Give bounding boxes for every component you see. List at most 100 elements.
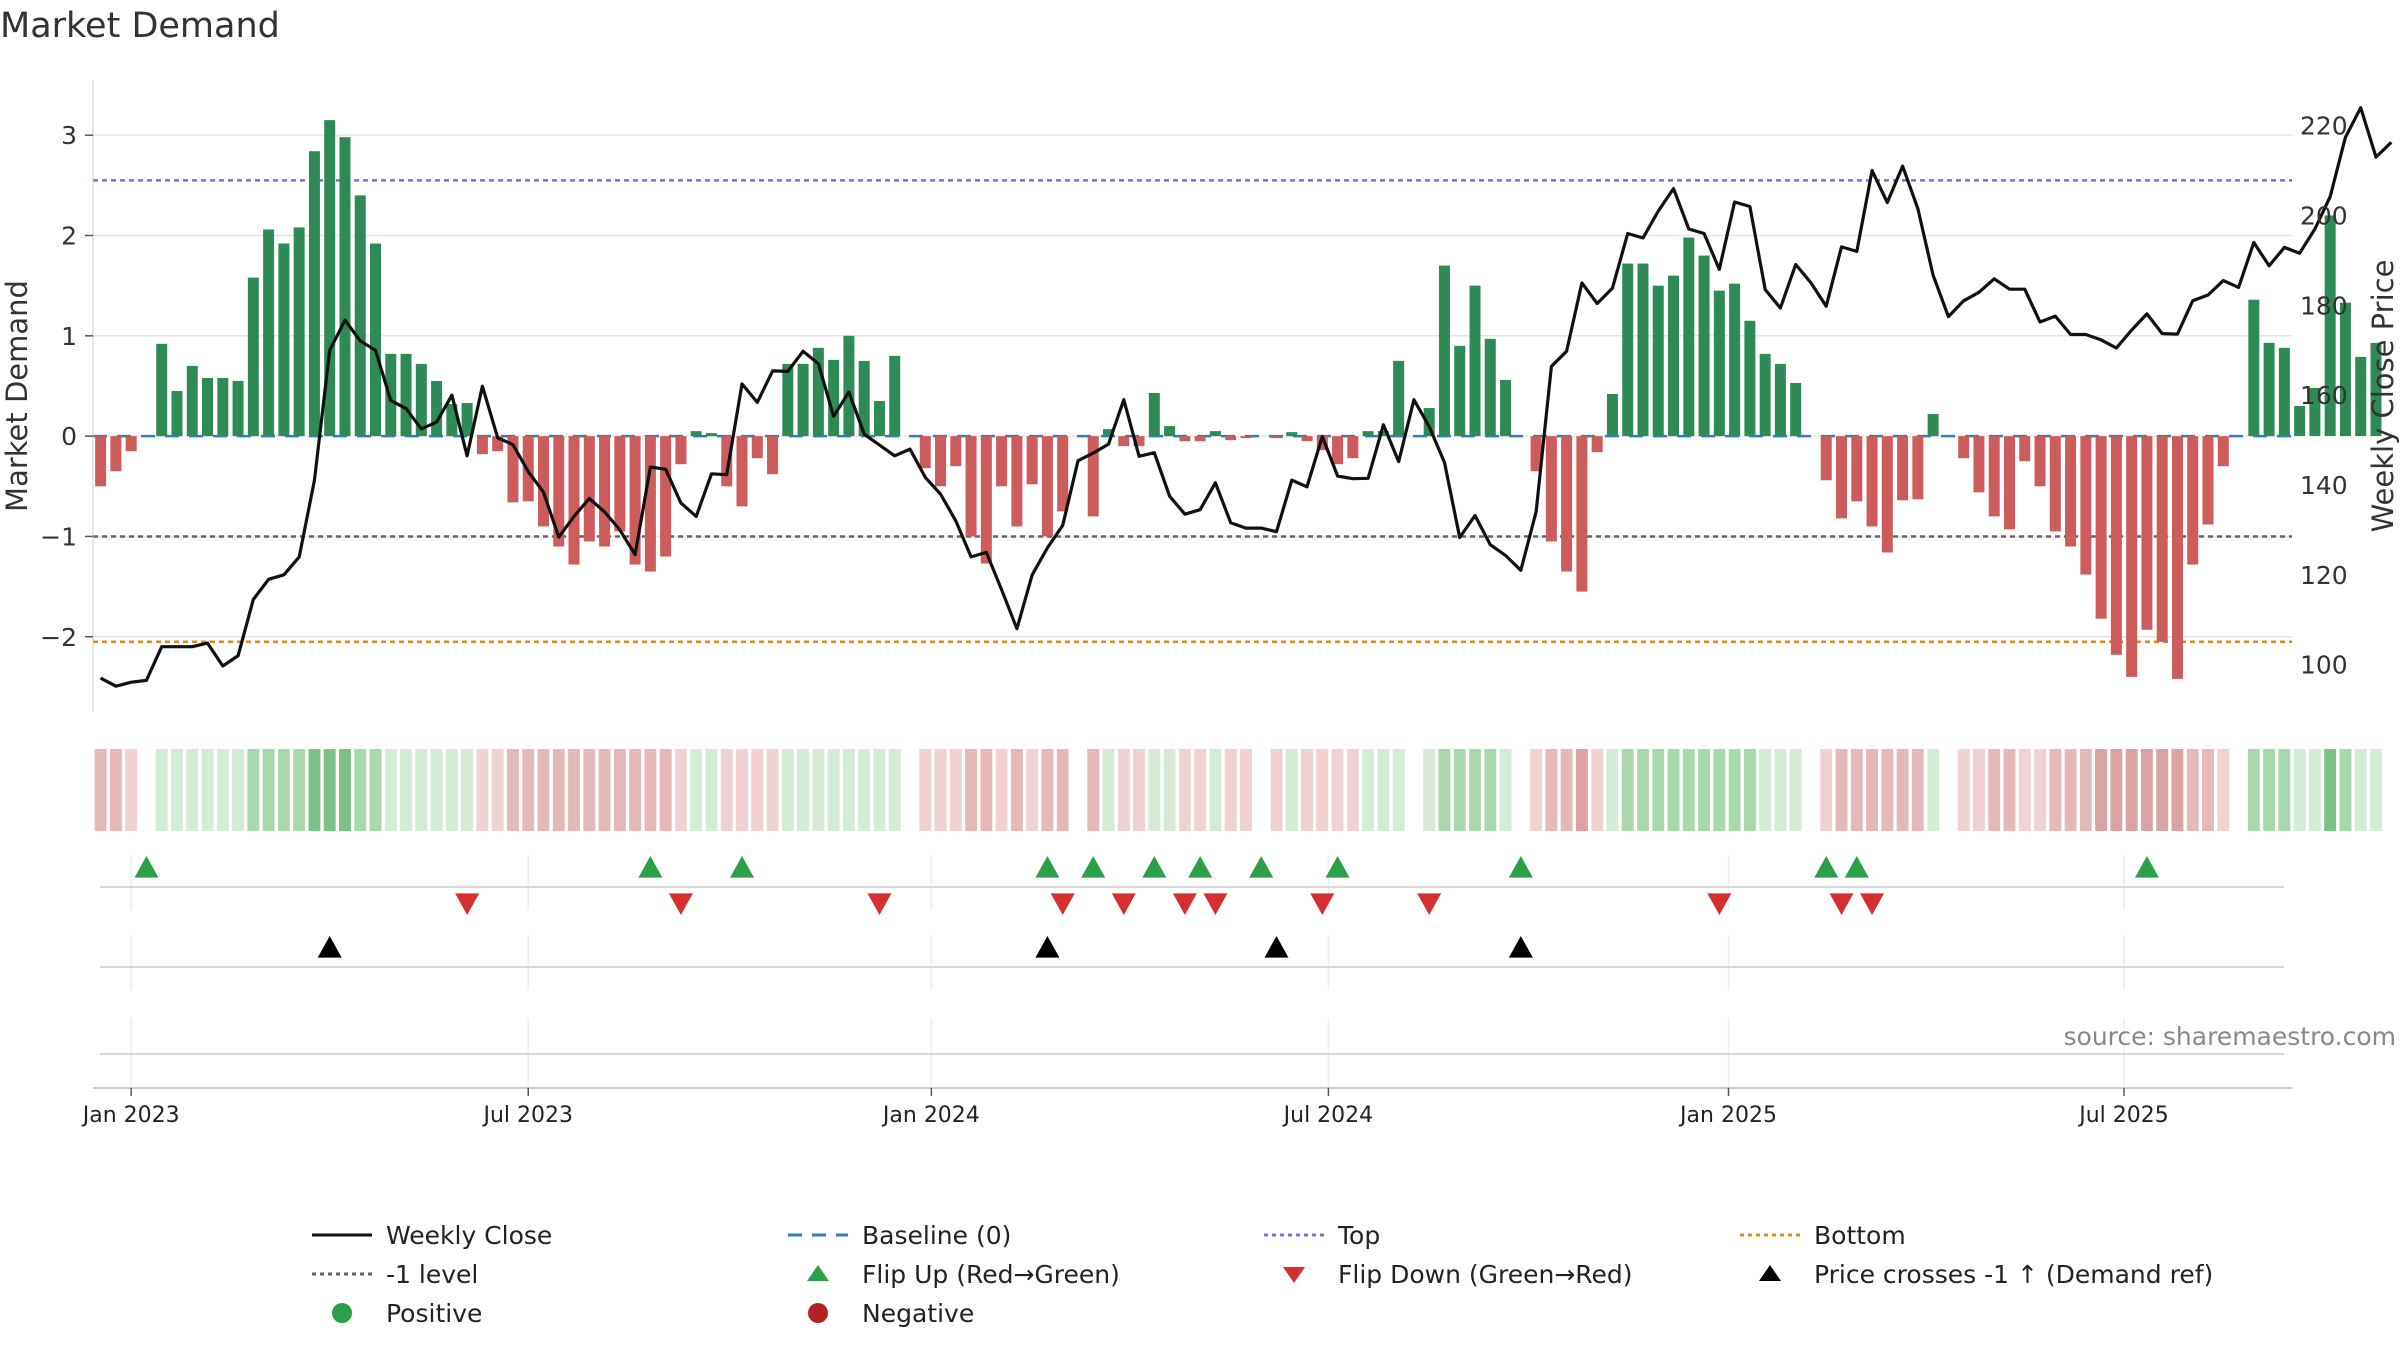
demand-bar xyxy=(217,377,229,437)
heat-cell xyxy=(476,749,489,831)
flip-down-marker xyxy=(1111,893,1136,915)
heat-cell xyxy=(1133,749,1146,831)
demand-bar xyxy=(843,335,855,437)
demand-bar xyxy=(1087,436,1099,517)
demand-bar xyxy=(599,436,611,547)
heat-cell xyxy=(736,749,748,831)
demand-bar xyxy=(568,436,580,565)
x-tick-label: Jan 2023 xyxy=(81,1103,180,1128)
demand-bar xyxy=(507,436,519,503)
heat-cell xyxy=(216,749,229,831)
heat-cell xyxy=(2095,749,2108,831)
heat-cell xyxy=(1866,749,1879,831)
heat-cell xyxy=(751,749,764,831)
demand-bar xyxy=(583,436,595,542)
demand-bar xyxy=(492,436,504,452)
heat-cell xyxy=(277,749,290,831)
heat-cell xyxy=(1087,749,1100,831)
heat-cell xyxy=(995,749,1008,831)
demand-bar xyxy=(263,229,275,437)
heat-cell xyxy=(1392,749,1405,831)
flip-up-marker xyxy=(1188,856,1213,878)
heat-cell xyxy=(980,749,993,831)
left-tick-label: 1 xyxy=(61,322,77,351)
demand-bar xyxy=(1209,431,1221,437)
demand-bar xyxy=(721,436,733,487)
flip-up-marker xyxy=(638,856,663,878)
demand-bar xyxy=(2003,436,2015,530)
demand-bar xyxy=(2095,436,2107,619)
demand-bar xyxy=(1179,436,1191,442)
heat-cell xyxy=(339,749,351,831)
heat-cell xyxy=(2324,749,2337,831)
demand-bar xyxy=(1881,436,1893,553)
demand-bar xyxy=(2263,342,2275,437)
heat-cell xyxy=(2171,749,2184,831)
price-cross-marker xyxy=(1264,936,1289,958)
heat-cell xyxy=(323,749,336,831)
demand-bar xyxy=(736,436,748,507)
heat-cell xyxy=(2293,749,2306,831)
demand-bar xyxy=(2309,387,2321,437)
heat-cell xyxy=(2247,749,2260,831)
heat-cell xyxy=(1927,749,1940,831)
x-tick-label: Jan 2025 xyxy=(1678,1103,1777,1128)
demand-bar xyxy=(431,380,443,437)
heat-cell xyxy=(1453,749,1466,831)
demand-bar xyxy=(1683,237,1695,437)
heat-cell xyxy=(125,749,138,831)
heat-cell xyxy=(2049,749,2062,831)
heat-cell xyxy=(1820,749,1833,831)
demand-bar xyxy=(370,243,382,437)
demand-bar xyxy=(675,436,687,465)
heat-cell xyxy=(552,749,565,831)
demand-bar xyxy=(1454,345,1466,437)
demand-bar xyxy=(1561,436,1573,572)
heat-cell xyxy=(2140,749,2153,831)
demand-bar xyxy=(247,277,259,437)
x-tick-label: Jul 2025 xyxy=(2077,1103,2169,1128)
heat-cell xyxy=(1148,749,1161,831)
heat-cell xyxy=(1835,749,1848,831)
demand-bar xyxy=(950,436,962,467)
demand-bar xyxy=(1041,436,1053,537)
heat-cell xyxy=(1774,749,1787,831)
demand-bar xyxy=(644,436,656,572)
heat-cell xyxy=(1239,749,1252,831)
flip-down-marker xyxy=(1417,893,1442,915)
heat-cell xyxy=(2370,749,2382,831)
demand-bar xyxy=(1118,436,1130,447)
flip-down-marker xyxy=(1829,893,1854,915)
demand-bar xyxy=(95,436,107,487)
demand-bar xyxy=(2217,436,2229,467)
flip-up-marker xyxy=(1249,856,1274,878)
heat-cell xyxy=(1041,749,1054,831)
demand-bar xyxy=(1790,382,1802,437)
demand-bar xyxy=(1377,431,1389,437)
demand-bar xyxy=(2248,299,2260,437)
heat-cell xyxy=(1270,749,1283,831)
demand-bar xyxy=(828,359,840,437)
demand-bar xyxy=(1591,436,1603,453)
heat-cell xyxy=(629,749,642,831)
heat-cell xyxy=(842,749,855,831)
demand-bar xyxy=(2187,436,2199,565)
demand-bar xyxy=(2278,347,2290,437)
demand-bar xyxy=(2034,436,2046,487)
demand-bar xyxy=(1668,275,1680,437)
flip-down-marker xyxy=(455,893,480,915)
right-tick-label: 160 xyxy=(2300,381,2348,410)
flip-up-marker xyxy=(1142,856,1167,878)
demand-bar xyxy=(1164,426,1176,437)
demand-bar xyxy=(705,433,717,437)
demand-bar xyxy=(293,227,305,437)
demand-bar xyxy=(1057,436,1069,512)
heat-cell xyxy=(1423,749,1436,831)
demand-bar xyxy=(1836,436,1848,519)
heat-cell xyxy=(2308,749,2321,831)
heat-cell xyxy=(1759,749,1772,831)
demand-bar xyxy=(110,436,122,472)
chart-title: Market Demand xyxy=(0,6,280,46)
demand-bar xyxy=(339,137,351,437)
demand-bar xyxy=(1606,393,1618,437)
